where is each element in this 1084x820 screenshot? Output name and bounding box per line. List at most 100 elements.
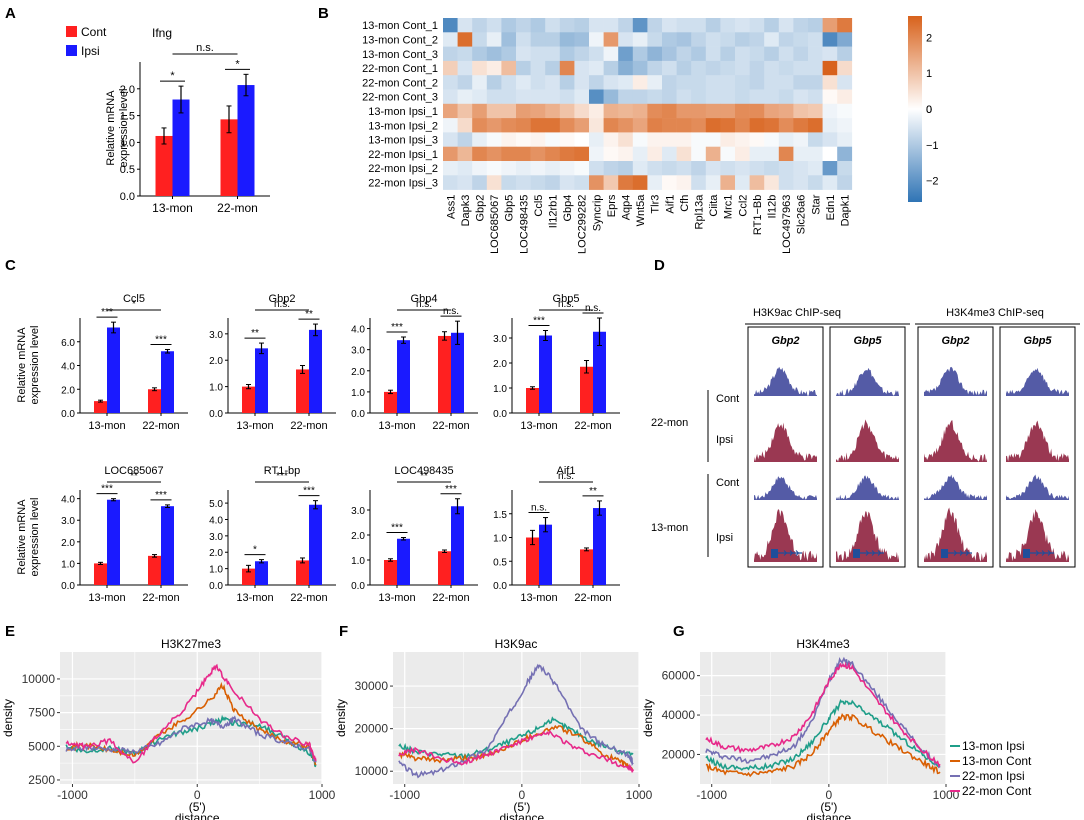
heatmap-col-label: Ass1 [445,195,457,219]
y-axis-label: Relative mRNAexpression level [16,326,41,405]
heatmap-cell [589,89,604,105]
sig-between: n.s. [274,299,290,310]
heatmap-cell [735,32,750,47]
heatmap-cell [516,161,531,176]
heatmap-cell [720,118,736,133]
bar-cont-22-mon [220,119,238,196]
chip-signal-track [836,475,899,500]
heatmap-cell [589,118,604,133]
bar-cont-22-mon [438,551,451,585]
chip-signal-track [924,366,987,396]
heatmap-cell [822,146,838,162]
heatmap-cell [603,32,619,47]
heatmap-cell [443,18,458,33]
heatmap-cell [793,118,809,133]
sig-within: *** [101,307,113,318]
gene-exon [771,549,778,558]
track-box [999,326,1076,568]
heatmap-cell [647,60,663,76]
bar-cont-13-mon [526,388,539,413]
heatmap-cell [778,75,794,90]
heatmap-cell [632,60,648,76]
heatmap-cell [516,175,531,190]
heatmap-cell [574,132,590,147]
heatmap-cell [793,18,809,33]
y-tick-label: 3.0 [209,330,223,341]
heatmap-row-label: 13-mon Ipsi_1 [368,106,438,118]
y-axis-label: density [641,699,655,737]
x-tick-label: 0 [519,788,526,802]
sig-within: *** [303,486,315,497]
gene-direction-arrow [1035,550,1040,556]
heatmap-cell [516,18,531,33]
gene-exon [941,549,948,558]
legend-swatch-ipsi [66,45,77,56]
heatmap-cell [632,161,648,176]
heatmap-cell [822,32,838,47]
heatmap-cell [705,132,721,147]
y-tick-label: 30000 [355,679,389,693]
heatmap-cell [720,146,736,162]
heatmap-cell [691,103,707,119]
heatmap-cell [822,175,838,190]
heatmap-col-label: Gbp4 [562,195,574,222]
heatmap-cell [603,103,619,119]
heatmap-cell [618,89,634,105]
heatmap-cell [691,118,707,133]
heatmap-cell [837,75,853,90]
chart-title: H3K4me3 [796,637,850,651]
y-tick-label: 5000 [28,739,55,753]
y-tick-label: 1.0 [209,383,223,394]
y-axis-label: density [334,699,348,737]
y-tick-label: 5.0 [209,499,223,510]
sig-within: n.s. [585,303,601,314]
heatmap-cell [632,89,648,105]
heatmap-cell [808,118,823,133]
heatmap-cell [472,75,488,90]
heatmap-cell [574,32,590,47]
heatmap-cell [545,132,561,147]
x-tick-label: 22-mon [142,592,179,604]
heatmap-cell [662,89,677,105]
y-tick-label: 0.0 [61,581,75,592]
heatmap-cell [632,146,648,162]
bar-cont-22-mon [148,555,161,585]
sig-between: n.s. [196,42,214,54]
heatmap-cell [720,89,736,105]
chip-signal-track [754,509,817,562]
heatmap-cell [778,60,794,76]
heatmap-cell [457,60,473,76]
heatmap-cell [676,103,692,119]
heatmap-cell [501,146,517,162]
heatmap-cell [793,46,809,62]
heatmap-cell [749,18,765,33]
heatmap-cell [559,18,575,33]
heatmap-cell [545,18,561,33]
heatmap-cell [662,146,677,162]
heatmap-cell [720,161,736,176]
bar-ipsi-13-mon [107,327,120,413]
heatmap-cell [749,89,765,105]
heatmap-cell [720,132,736,147]
gene-name: Gbp2 [771,335,799,347]
series-line-13-mon-cont [705,712,941,778]
heatmap-cell [472,175,488,190]
x-tick-label: 13-mon [236,420,273,432]
heatmap-row-label: 13-mon Cont_3 [362,49,438,61]
heatmap-cell [705,60,721,76]
panel-letter-d: D [654,257,665,274]
heatmap-cell [720,60,736,76]
legend-tick-label: 0 [926,104,932,116]
heatmap-cell [589,18,604,33]
heatmap-cell [720,175,736,190]
heatmap-cell [559,118,575,133]
subplot-title: Gbp5 [553,293,580,305]
heatmap-col-label: Syncrip [591,195,603,232]
heatmap-cell [793,103,809,119]
heatmap-cell [691,89,707,105]
sig-between: ** [130,471,138,482]
heatmap-cell [516,60,531,76]
x-tick-label: 22-mon [290,420,327,432]
heatmap-cell [516,146,531,162]
bar-cont-22-mon [296,560,309,585]
